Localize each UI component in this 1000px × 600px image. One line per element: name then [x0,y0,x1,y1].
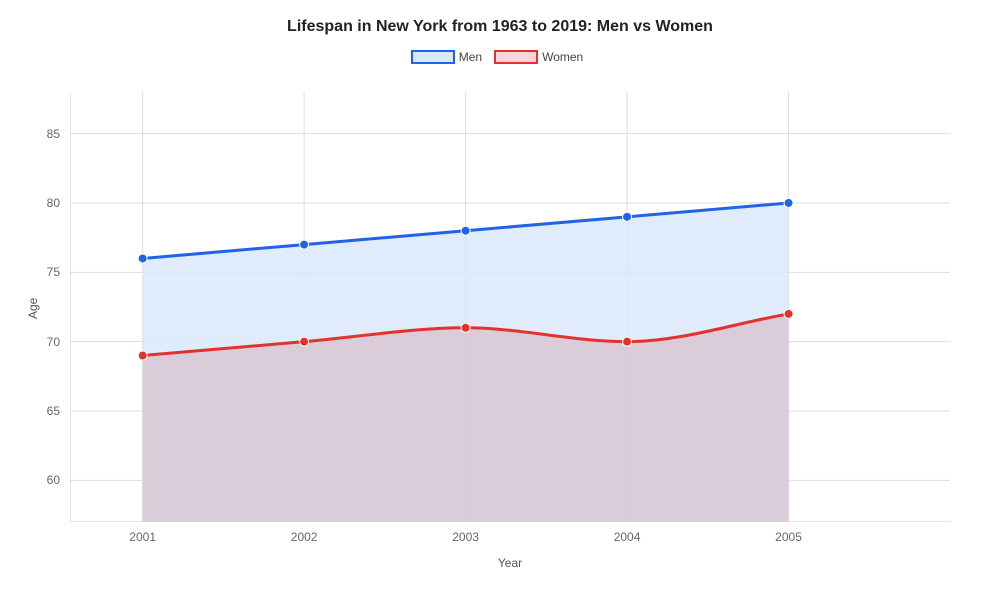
marker-men [300,240,309,249]
chart-title: Lifespan in New York from 1963 to 2019: … [0,0,1000,36]
x-axis-label: Year [498,556,522,570]
x-tick: 2002 [291,530,318,544]
legend-label-women: Women [542,50,583,64]
y-tick: 75 [47,265,60,279]
marker-men [623,212,632,221]
x-tick: 2004 [614,530,641,544]
y-tick: 70 [47,335,60,349]
y-tick: 65 [47,404,60,418]
legend-swatch-men [411,50,455,64]
y-tick: 60 [47,473,60,487]
marker-men [784,198,793,207]
marker-women [138,351,147,360]
legend: Men Women [0,50,1000,64]
y-tick: 80 [47,196,60,210]
y-tick: 85 [47,127,60,141]
x-tick: 2003 [452,530,479,544]
legend-item-men: Men [411,50,488,64]
marker-women [300,337,309,346]
marker-women [784,309,793,318]
x-tick: 2005 [775,530,802,544]
legend-swatch-women [494,50,538,64]
chart-svg [70,92,950,522]
marker-men [138,254,147,263]
x-tick: 2001 [129,530,156,544]
marker-women [623,337,632,346]
y-axis-label: Age [26,298,40,319]
legend-item-women: Women [494,50,589,64]
chart-container: Lifespan in New York from 1963 to 2019: … [0,0,1000,600]
marker-men [461,226,470,235]
marker-women [461,323,470,332]
legend-label-men: Men [459,50,482,64]
plot-area [70,92,950,522]
